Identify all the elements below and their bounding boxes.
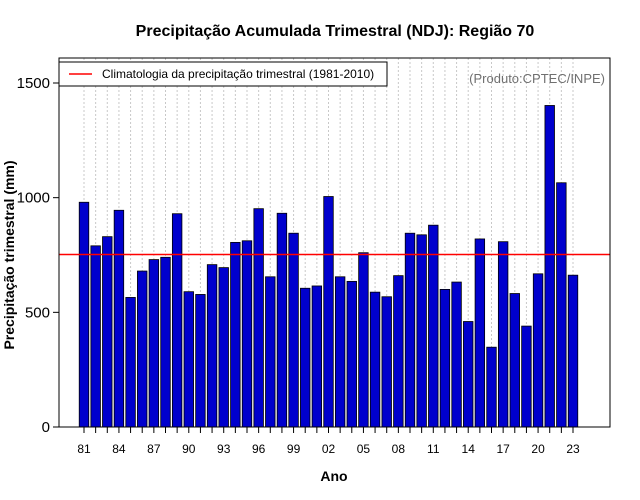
x-tick-label-90: 90 xyxy=(182,442,196,456)
bar-95 xyxy=(241,240,253,428)
bar-88 xyxy=(160,256,171,428)
plot-frame xyxy=(58,57,611,428)
x-tick-label-93: 93 xyxy=(217,442,231,456)
y-tick-label-0: 0 xyxy=(42,419,50,436)
bar-97 xyxy=(265,276,276,428)
y-tick-label-1500: 1500 xyxy=(17,75,50,92)
x-tick-label-81: 81 xyxy=(77,442,91,456)
bar-93 xyxy=(218,267,229,428)
bar-86 xyxy=(137,270,148,428)
bar-00 xyxy=(300,287,311,428)
bar-08 xyxy=(393,275,404,428)
bar-02 xyxy=(323,196,334,428)
bar-15 xyxy=(474,238,486,428)
y-tick-label-1000: 1000 xyxy=(17,190,50,207)
bar-90 xyxy=(183,291,194,428)
x-tick-label-23: 23 xyxy=(566,442,580,456)
bar-14 xyxy=(463,321,474,428)
x-tick-label-20: 20 xyxy=(531,442,545,456)
bar-21 xyxy=(544,105,555,428)
bar-12 xyxy=(439,288,451,428)
bar-19 xyxy=(521,325,532,428)
x-tick-label-02: 02 xyxy=(322,442,336,456)
x-tick-label-84: 84 xyxy=(112,442,126,456)
bar-20 xyxy=(532,273,544,428)
bar-91 xyxy=(195,294,206,428)
bar-03 xyxy=(334,276,346,428)
x-tick-label-14: 14 xyxy=(462,442,476,456)
legend-box xyxy=(58,61,388,87)
bar-98 xyxy=(276,212,288,428)
x-tick-label-05: 05 xyxy=(357,442,371,456)
bar-82 xyxy=(90,245,101,428)
bar-07 xyxy=(381,296,392,428)
x-tick-label-08: 08 xyxy=(392,442,406,456)
bar-83 xyxy=(102,236,113,428)
x-tick-label-99: 99 xyxy=(287,442,301,456)
bar-16 xyxy=(486,346,497,428)
x-tick-label-96: 96 xyxy=(252,442,266,456)
bar-04 xyxy=(346,280,357,428)
bar-94 xyxy=(230,241,241,428)
bar-96 xyxy=(253,208,264,428)
product-credit: (Produto:CPTEC/INPE) xyxy=(469,71,605,86)
y-axis-label: Precipitação trimestral (mm) xyxy=(1,160,17,349)
bars-layer xyxy=(78,105,579,428)
x-axis: 81 84 87 90 93 96 99 02 05 08 11 14 17 20 23 xyxy=(77,427,580,456)
x-tick-label-11: 11 xyxy=(427,442,440,456)
bar-81 xyxy=(78,201,90,428)
y-tick-label-500: 500 xyxy=(25,304,50,321)
bar-23 xyxy=(567,274,579,428)
y-axis: 0 500 1000 1500 xyxy=(17,75,59,436)
bar-22 xyxy=(556,182,567,428)
bar-11 xyxy=(428,224,439,428)
x-tick-label-17: 17 xyxy=(496,442,510,456)
bar-17 xyxy=(497,241,509,428)
bar-10 xyxy=(416,234,427,428)
bar-13 xyxy=(451,281,462,428)
bar-06 xyxy=(369,291,381,428)
legend-entry-label: Climatologia da precipitação trimestral … xyxy=(102,67,374,81)
legend: Climatologia da precipitação trimestral … xyxy=(58,61,388,87)
chart-title: Precipitação Acumulada Trimestral (NDJ):… xyxy=(136,23,535,40)
bar-87 xyxy=(148,259,160,428)
bar-85 xyxy=(125,297,136,428)
bar-99 xyxy=(288,232,299,428)
x-tick-label-87: 87 xyxy=(147,442,161,456)
x-axis-label: Ano xyxy=(320,468,347,484)
bar-84 xyxy=(113,209,125,428)
bar-09 xyxy=(404,232,416,428)
bar-89 xyxy=(171,213,183,428)
bar-18 xyxy=(509,293,520,428)
bar-01 xyxy=(311,285,323,428)
bar-05 xyxy=(358,252,369,428)
bar-92 xyxy=(206,264,218,428)
